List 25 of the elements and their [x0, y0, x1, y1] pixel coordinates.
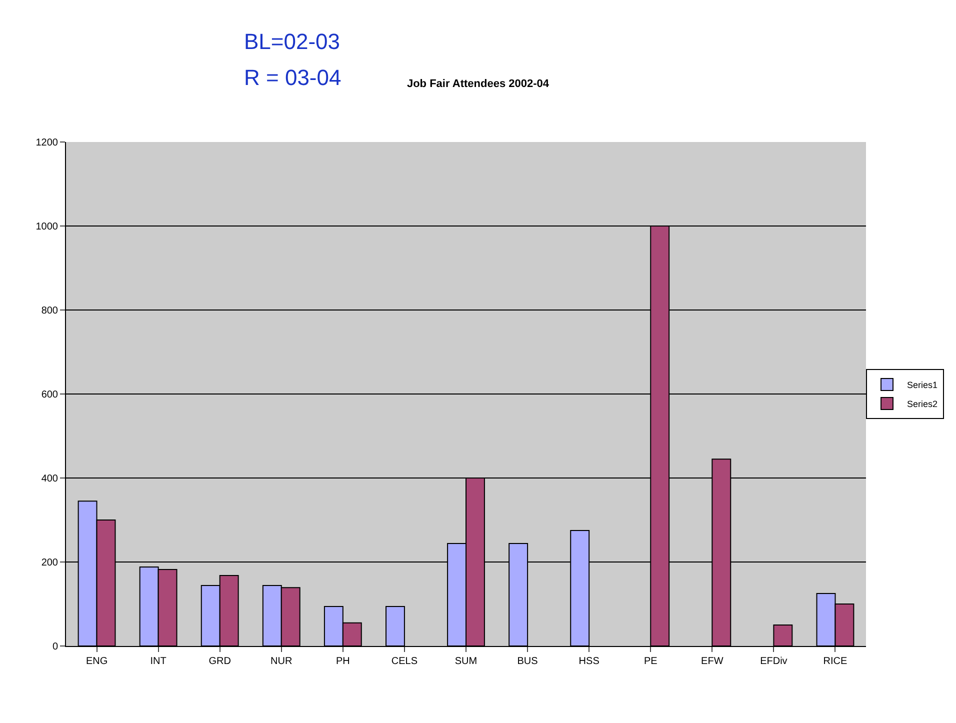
x-tick-label: PE [644, 656, 658, 667]
text: R = 03-04 [244, 65, 342, 90]
y-tick-label: 1000 [36, 222, 58, 232]
x-tick-label: HSS [578, 656, 600, 667]
text: BL=02-03 [244, 29, 340, 54]
y-tick-label: 800 [41, 306, 58, 316]
y-tick-label: 1200 [36, 138, 58, 148]
x-tick-label: INT [150, 656, 166, 667]
x-tick-label: BUS [517, 656, 538, 667]
y-tick-label: 0 [52, 642, 58, 652]
x-tick-label: RICE [823, 656, 848, 667]
y-tick-label: 200 [41, 558, 58, 568]
x-tick-label: NUR [270, 656, 292, 667]
x-tick-label: SUM [454, 656, 478, 667]
x-tick-label: CELS [391, 656, 418, 667]
chart-title: Job Fair Attendees 2002-04 [406, 78, 550, 90]
x-tick-label: ENG [86, 656, 108, 667]
y-tick-label: 600 [41, 390, 58, 400]
y-tick-label: 400 [41, 474, 58, 484]
x-tick-label: EFDiv [760, 656, 788, 667]
x-tick-label: GRD [208, 656, 231, 667]
legend-label: Series1 [907, 380, 938, 390]
legend-label: Series2 [907, 399, 938, 410]
x-tick-label: EFW [701, 656, 724, 667]
x-tick-label: PH [336, 656, 350, 667]
